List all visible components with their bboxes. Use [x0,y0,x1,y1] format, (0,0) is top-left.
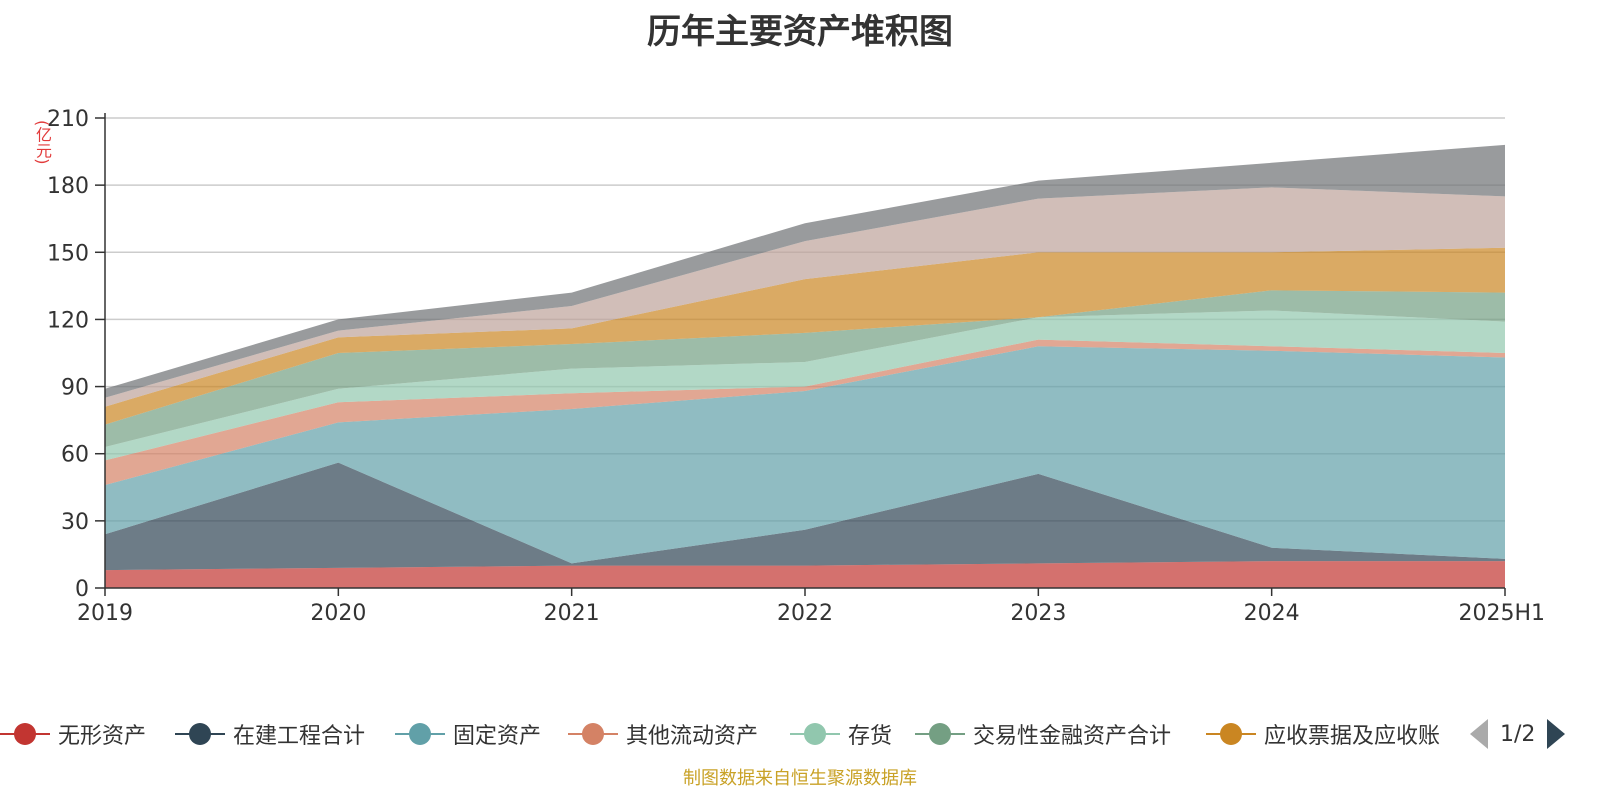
y-tick-label: 150 [47,241,89,266]
legend-item-4[interactable]: 其他流动资产 [568,716,758,752]
area-series [105,144,1505,588]
legend-page-indicator: 1/2 [1500,721,1536,747]
y-tick-label: 180 [47,174,89,199]
legend-item-1[interactable]: 无形资产 [0,716,146,752]
x-tick-label: 2021 [544,601,600,626]
x-tick-label: 2025H1 [1458,601,1545,626]
x-tick-label: 2020 [310,601,366,626]
legend-item-3[interactable]: 固定资产 [395,716,541,752]
legend-next-arrow-icon[interactable] [1547,719,1566,749]
legend-item-7[interactable]: 应收票据及应收账 [1206,716,1440,752]
x-tick-label: 2022 [777,601,833,626]
area-series-8[interactable] [105,187,1505,407]
area-series-5[interactable] [105,310,1505,461]
legend-marker-icon [0,716,50,752]
legend-label: 交易性金融资产合计 [973,724,1172,749]
legend-prev-arrow-icon[interactable] [1470,719,1488,749]
area-series-2[interactable] [105,462,1505,571]
legend-label: 应收票据及应收账 [1264,724,1441,749]
legend-item-6[interactable]: 交易性金融资产合计 [915,716,1171,752]
source-note: 制图数据来自恒生聚源数据库 [683,768,917,789]
x-tick-label: 2024 [1244,601,1300,626]
legend-marker-icon [395,716,445,752]
legend-label: 其他流动资产 [626,724,759,749]
legend-pager: 1/2 [1470,716,1566,752]
chart-plot: 0 30 60 90 120 150 180 210 2019 2020 2021 2022 2023 2… [47,107,1545,626]
axes: 0 30 60 90 120 150 180 210 2019 2020 2021 2022 2023 2… [47,107,1545,626]
legend-item-2[interactable]: 在建工程合计 [175,716,365,752]
y-tick-label: 30 [61,510,89,535]
legend-marker-icon [175,716,225,752]
legend: 无形资产 在建工程合计 固定资产 其他流动资产 存货 交易性金融资产合计 应收票据及应收账 [0,716,1600,752]
legend-marker-icon [915,716,965,752]
y-axis-unit-label: (亿元) [33,120,52,165]
area-series-9[interactable] [105,144,1505,398]
y-tick-label: 60 [61,443,89,468]
y-tick-label: 0 [75,577,89,602]
legend-marker-icon [568,716,618,752]
y-tick-label: 120 [47,308,89,333]
y-tick-label: 90 [61,376,89,401]
y-tick-label: 210 [47,107,89,132]
legend-marker-icon [1206,716,1256,752]
area-series-6[interactable] [105,290,1505,447]
legend-label: 存货 [848,724,893,749]
chart-title: 历年主要资产堆积图 [647,12,953,52]
area-series-1[interactable] [105,561,1505,588]
area-series-4[interactable] [105,339,1505,486]
x-tick-label: 2019 [77,601,133,626]
legend-label: 无形资产 [58,724,147,749]
legend-marker-icon [790,716,840,752]
x-tick-label: 2023 [1010,601,1066,626]
legend-item-5[interactable]: 存货 [790,716,892,752]
area-series-7[interactable] [105,247,1505,425]
legend-label: 在建工程合计 [233,724,366,749]
legend-label: 固定资产 [453,724,542,749]
area-series-3[interactable] [105,346,1505,564]
